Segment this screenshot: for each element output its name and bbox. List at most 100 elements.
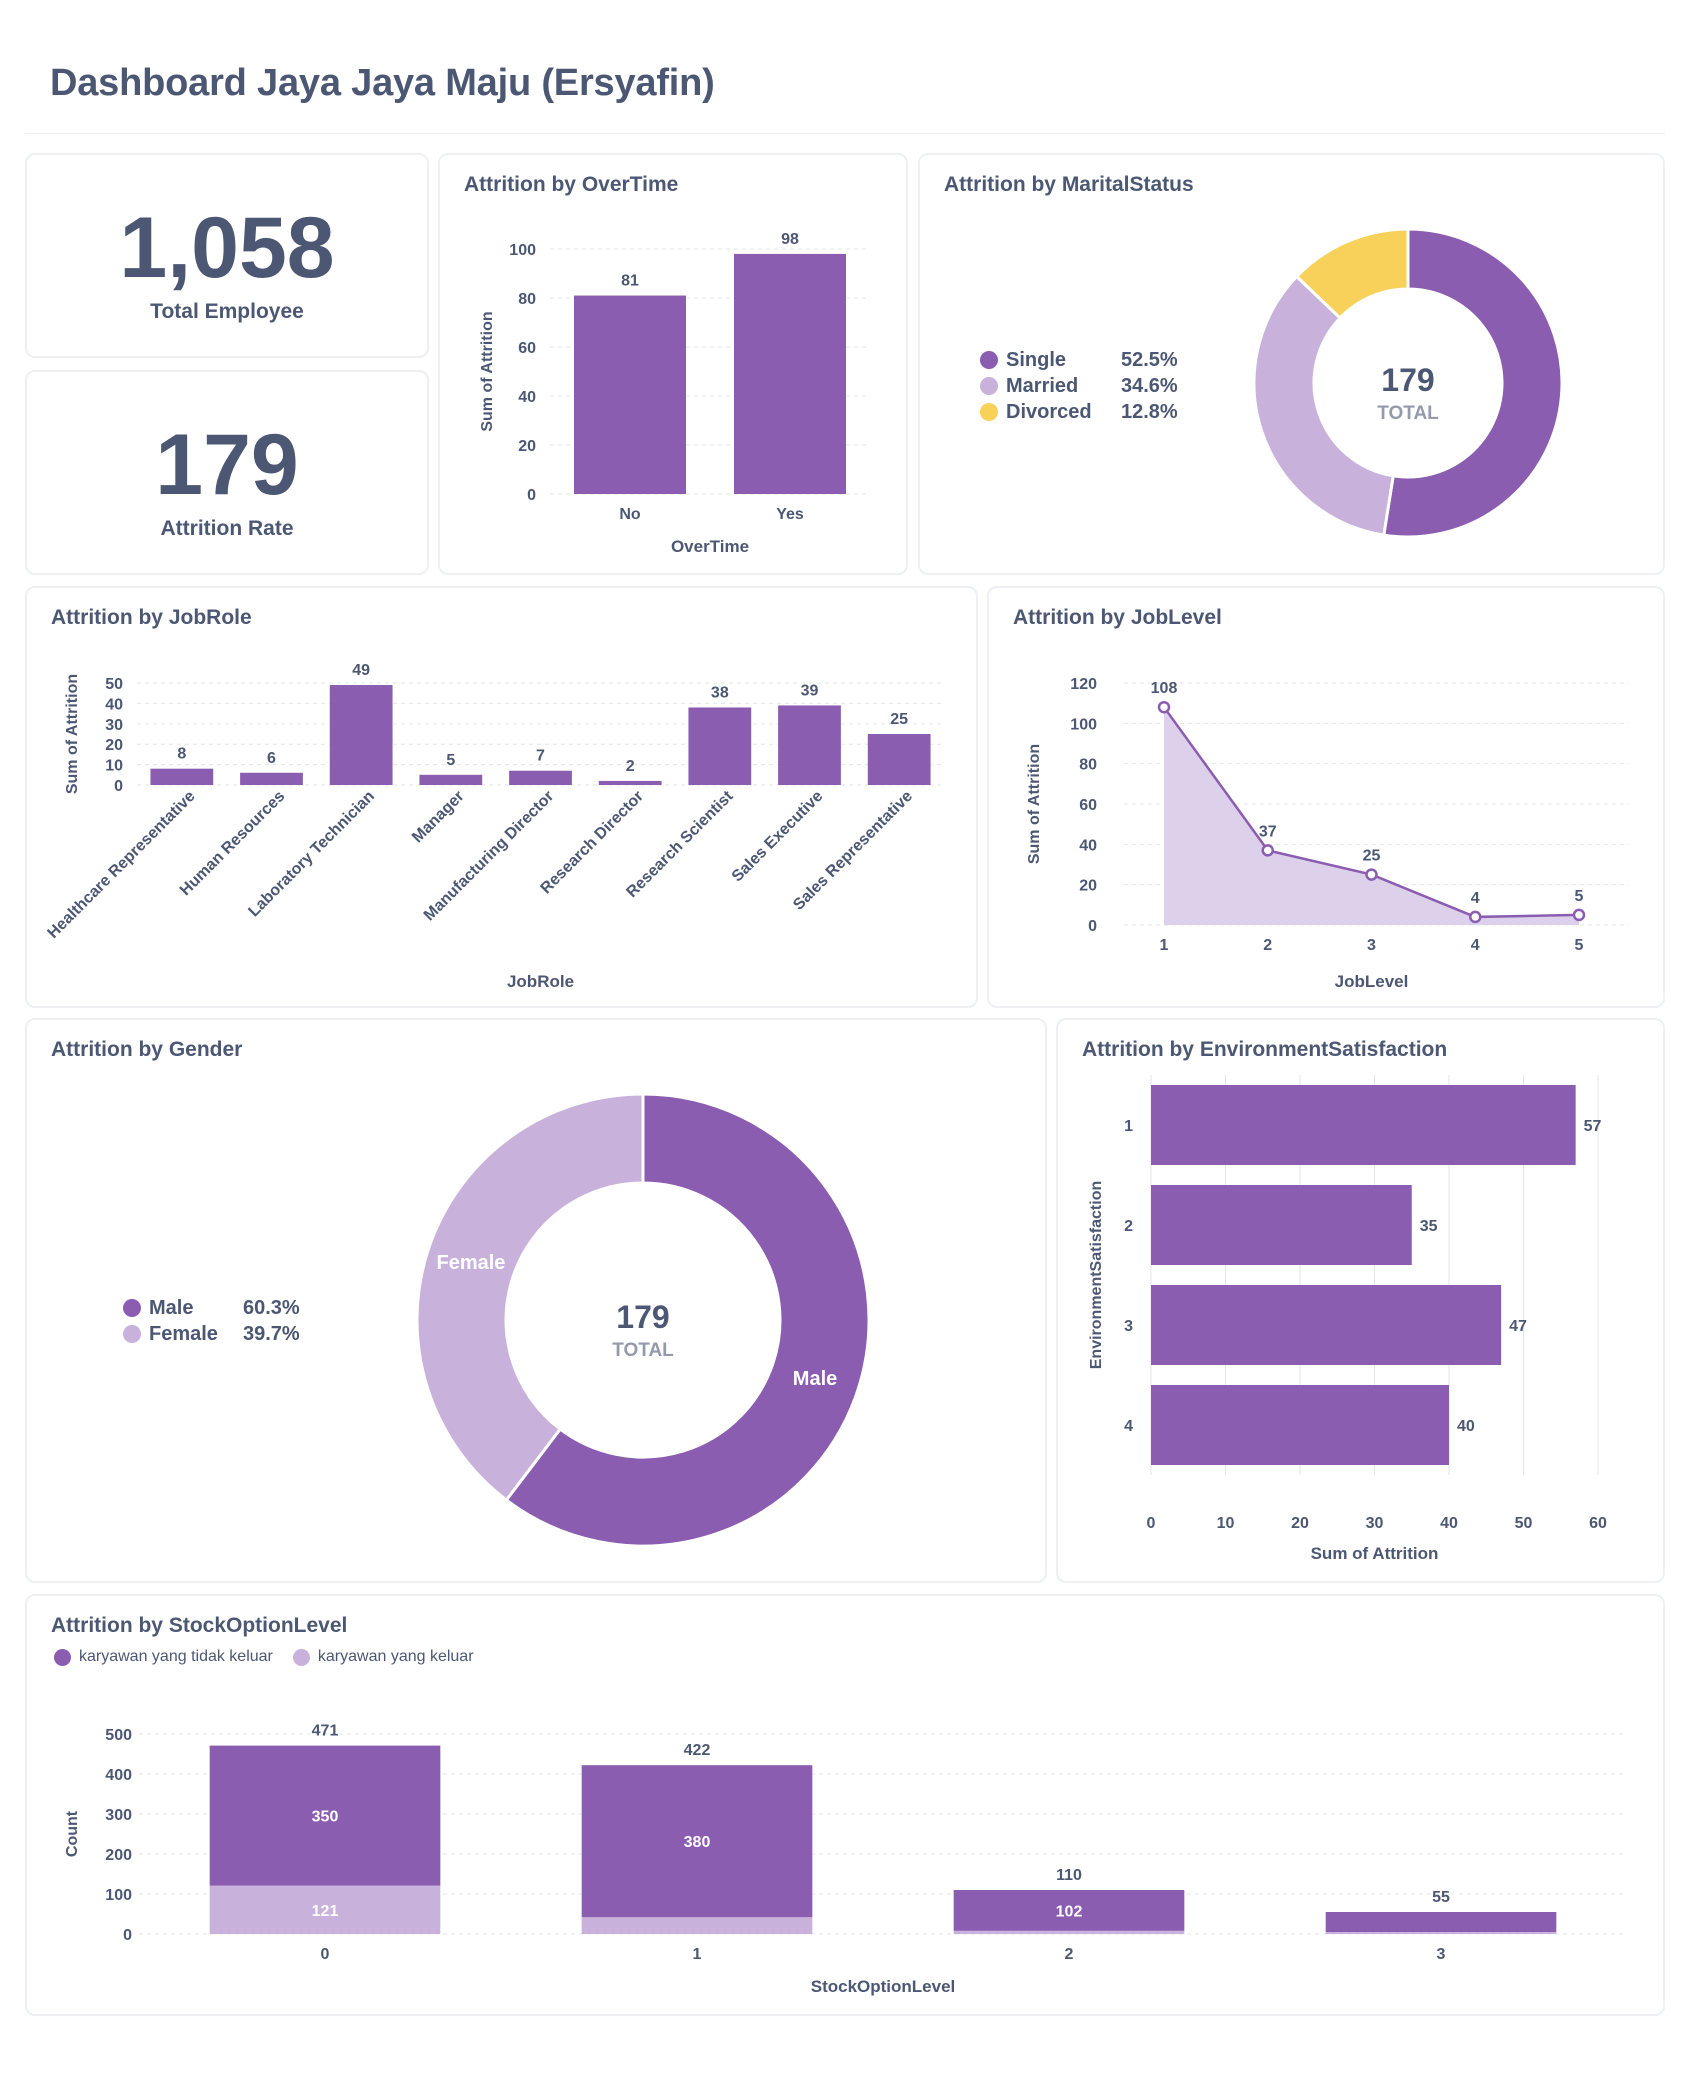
y-tick-label: 60: [1079, 797, 1097, 814]
y-tick-label: 10: [105, 758, 123, 775]
y-tick-label: 100: [509, 242, 536, 259]
segment-value-label: 102: [1056, 1903, 1083, 1920]
gender-donut-chart: Male Female 179 TOTAL: [415, 1092, 871, 1548]
x-axis-label: StockOptionLevel: [811, 1977, 956, 1996]
y-tick-label: 40: [518, 389, 536, 406]
bar: [1151, 1385, 1449, 1465]
y-tick-label: 1: [1124, 1118, 1133, 1135]
area-fill: [1164, 707, 1579, 925]
bar: [509, 770, 572, 785]
segment-value-label: 350: [312, 1809, 339, 1826]
gender-chart-card[interactable]: Attrition by Gender Male 60.3% Female 39.7…: [25, 1018, 1047, 1583]
overtime-chart-card[interactable]: Attrition by OverTime 0 20 40 60 80 100 81 No 98…: [438, 153, 908, 575]
data-point: [1469, 910, 1482, 924]
x-tick-label: 4: [1471, 937, 1480, 954]
donut-total-value: 179: [1381, 362, 1434, 398]
x-axis-label: JobRole: [507, 972, 574, 991]
legend-dot: [123, 1299, 141, 1317]
bar: [1151, 1185, 1412, 1265]
donut-slice: [415, 1092, 645, 1503]
y-tick-label: 4: [1124, 1418, 1133, 1435]
bar: [867, 734, 931, 785]
bar-value-label: 25: [890, 711, 908, 728]
legend-dot: [980, 403, 998, 421]
legend-item-divorced[interactable]: Divorced 12.8%: [980, 399, 1178, 425]
data-point: [1157, 700, 1171, 714]
joblevel-chart: 0 20 40 60 80 100 120 108 1 37 2 25 3 4 4 5 5 JobLevel Sum…: [1026, 676, 1629, 991]
total-employee-value: 1,058: [119, 200, 335, 296]
stacked-bar-segment: [581, 1765, 813, 1918]
segment-value-label: 121: [312, 1903, 339, 1920]
donut-slice: [1252, 274, 1395, 537]
env-chart-card[interactable]: Attrition by EnvironmentSatisfaction 0 10…: [1056, 1018, 1665, 1583]
joblevel-chart-card[interactable]: Attrition by JobLevel 0 20 40 60 80 100 120 108…: [987, 586, 1665, 1008]
point-value-label: 4: [1471, 890, 1480, 907]
y-tick-label: 100: [1070, 716, 1097, 733]
gender-chart-title: Attrition by Gender: [51, 1038, 243, 1061]
y-tick-label: 100: [105, 1887, 132, 1904]
total-employee-label: Total Employee: [150, 300, 304, 323]
bar-value-label: 5: [446, 752, 455, 769]
jobrole-chart-card[interactable]: Attrition by JobRole 0 10 20 30 40 50 8 Healthc…: [25, 586, 978, 1008]
stacked-bar-segment: [1325, 1912, 1557, 1932]
x-tick-label: 5: [1575, 937, 1584, 954]
bar-value-label: 35: [1420, 1218, 1438, 1235]
y-tick-label: 30: [105, 717, 123, 734]
y-tick-label: 0: [527, 487, 536, 504]
stock-chart-card[interactable]: Attrition by StockOptionLevel karyawan y…: [25, 1594, 1665, 2016]
attrition-rate-card[interactable]: 179 Attrition Rate: [25, 370, 429, 575]
y-tick-label: 80: [1079, 757, 1097, 774]
bar: [1151, 1085, 1576, 1165]
x-tick-label: 3: [1367, 937, 1376, 954]
x-tick-label: 40: [1440, 1515, 1458, 1532]
legend-item-single[interactable]: Single 52.5%: [980, 347, 1178, 373]
jobrole-chart-title: Attrition by JobRole: [51, 606, 252, 629]
y-axis-label: Sum of Attrition: [1026, 744, 1043, 864]
x-tick-label: 2: [1263, 937, 1272, 954]
bar: [688, 707, 752, 785]
donut-slice: [1294, 227, 1410, 321]
legend-item-male[interactable]: Male 60.3%: [123, 1295, 300, 1321]
dashboard-title: Dashboard Jaya Jaya Maju (Ersyafin): [50, 62, 715, 104]
stock-legend: karyawan yang tidak keluar karyawan yang…: [54, 1648, 474, 1666]
donut-total-label: TOTAL: [1377, 403, 1439, 424]
y-tick-label: 20: [1079, 878, 1097, 895]
slice-label: Female: [437, 1252, 506, 1274]
x-tick-label: 1: [693, 1946, 702, 1963]
attrition-rate-label: Attrition Rate: [160, 517, 294, 540]
legend-item-keluar[interactable]: karyawan yang keluar: [317, 1648, 474, 1665]
legend-item-tidak-keluar[interactable]: karyawan yang tidak keluar: [79, 1648, 273, 1665]
y-tick-label: 40: [105, 696, 123, 713]
x-tick-label: 30: [1366, 1515, 1384, 1532]
x-tick-label: No: [619, 506, 641, 523]
x-tick-label: 50: [1515, 1515, 1533, 1532]
x-tick-label: 2: [1065, 1946, 1074, 1963]
bar: [150, 768, 214, 785]
bar-value-label: 8: [177, 746, 186, 763]
point-value-label: 5: [1575, 888, 1584, 905]
x-axis-label: JobLevel: [1335, 972, 1409, 991]
bar-value-label: 39: [801, 682, 819, 699]
bar-value-label: 6: [267, 750, 276, 767]
total-value-label: 55: [1432, 1889, 1450, 1906]
bar-value-label: 98: [781, 231, 799, 248]
legend-item-female[interactable]: Female 39.7%: [123, 1321, 300, 1347]
gender-legend: Male 60.3% Female 39.7%: [123, 1295, 300, 1347]
bar-value-label: 7: [536, 748, 545, 765]
x-tick-label: Healthcare Representative: [45, 788, 199, 942]
slice-label: Male: [793, 1368, 837, 1390]
x-tick-label: Yes: [776, 506, 804, 523]
stock-chart-title: Attrition by StockOptionLevel: [51, 1614, 348, 1637]
bar-value-label: 57: [1584, 1118, 1602, 1135]
legend-item-married[interactable]: Married 34.6%: [980, 373, 1178, 399]
y-tick-label: 0: [114, 778, 123, 795]
y-tick-label: 60: [518, 340, 536, 357]
bar-value-label: 49: [352, 662, 370, 679]
marital-chart-card[interactable]: Attrition by MaritalStatus Single 52.5% M…: [918, 153, 1665, 575]
bar: [574, 295, 686, 494]
y-axis-label: Count: [64, 1810, 81, 1857]
env-chart: 0 10 20 30 40 50 60 57 1 35 2 47 3 40 4 Sum of Attritio…: [1088, 1075, 1607, 1563]
total-employee-card[interactable]: 1,058 Total Employee: [25, 153, 429, 358]
y-tick-label: 20: [105, 737, 123, 754]
legend-dot: [123, 1325, 141, 1343]
